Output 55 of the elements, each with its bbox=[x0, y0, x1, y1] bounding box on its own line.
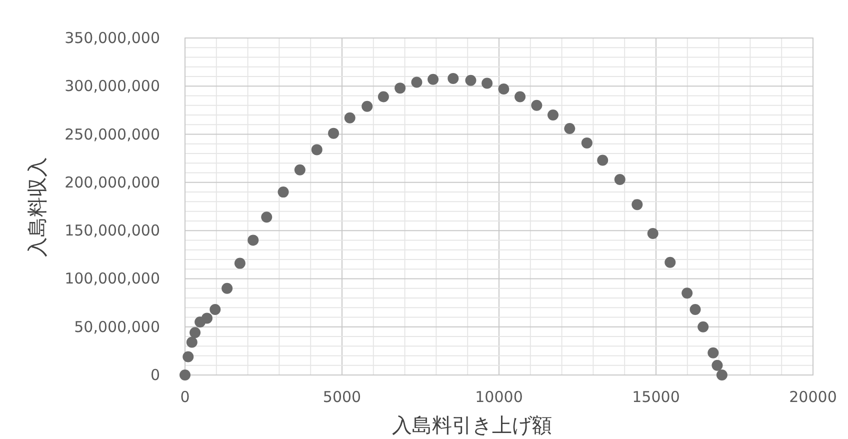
point bbox=[682, 288, 693, 299]
point bbox=[465, 74, 476, 86]
y-tick-label: 150,000,000 bbox=[64, 222, 160, 240]
point bbox=[394, 82, 406, 94]
y-tick-label: 200,000,000 bbox=[64, 173, 160, 192]
y-tick-label: 50,000,000 bbox=[74, 318, 160, 336]
point bbox=[698, 321, 709, 332]
point bbox=[531, 100, 542, 111]
y-tick-label: 0 bbox=[150, 366, 160, 384]
point bbox=[378, 91, 389, 102]
point bbox=[294, 164, 306, 176]
point bbox=[482, 78, 493, 89]
point bbox=[564, 123, 576, 134]
y-axis-title: 入島料収入 bbox=[25, 157, 49, 257]
point bbox=[182, 351, 194, 362]
y-tick-label: 100,000,000 bbox=[64, 270, 160, 288]
point bbox=[234, 258, 246, 269]
point bbox=[548, 110, 559, 121]
point bbox=[248, 234, 259, 246]
point bbox=[498, 84, 510, 95]
x-tick-label: 20000 bbox=[789, 388, 837, 406]
point bbox=[708, 347, 719, 358]
x-tick-label: 15000 bbox=[632, 388, 680, 406]
x-axis-title: 入島料引き上げ額 bbox=[392, 413, 552, 437]
point bbox=[180, 370, 190, 380]
point bbox=[328, 128, 340, 139]
y-tick-label: 300,000,000 bbox=[64, 77, 160, 96]
point bbox=[664, 256, 676, 268]
x-tick-label: 5000 bbox=[322, 388, 362, 406]
point bbox=[362, 100, 373, 112]
point bbox=[632, 199, 643, 210]
point bbox=[311, 144, 322, 156]
point bbox=[186, 336, 198, 348]
point bbox=[614, 174, 626, 186]
point bbox=[344, 112, 356, 124]
point bbox=[210, 304, 221, 316]
point bbox=[716, 370, 728, 380]
y-tick-label: 250,000,000 bbox=[64, 125, 160, 144]
point bbox=[201, 312, 212, 324]
point bbox=[712, 360, 723, 371]
point bbox=[428, 74, 439, 85]
point bbox=[690, 304, 701, 316]
point bbox=[597, 154, 608, 166]
point bbox=[411, 76, 422, 88]
point bbox=[278, 186, 289, 198]
point bbox=[647, 228, 658, 239]
x-tick-label: 10000 bbox=[475, 388, 523, 406]
point bbox=[261, 212, 272, 223]
point bbox=[581, 137, 592, 148]
point bbox=[222, 282, 233, 294]
point bbox=[448, 72, 459, 84]
y-tick-label: 350,000,000 bbox=[64, 29, 160, 47]
x-tick-label: 0 bbox=[180, 388, 190, 406]
point bbox=[514, 91, 526, 102]
point bbox=[190, 327, 201, 338]
